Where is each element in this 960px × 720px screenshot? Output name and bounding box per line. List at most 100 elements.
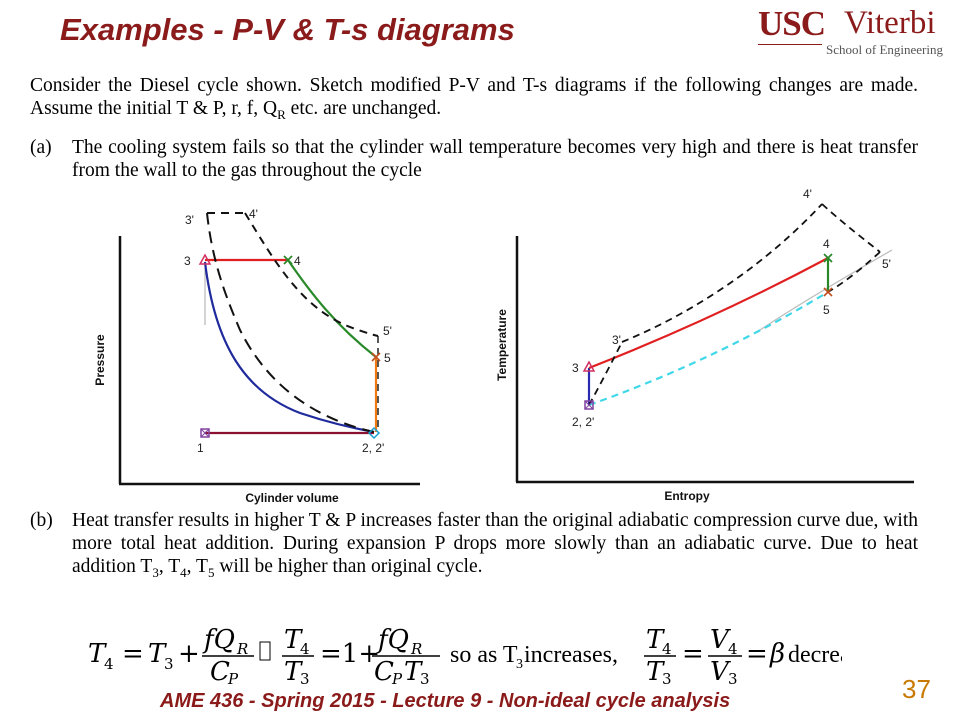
ts-marker-5: [823, 287, 833, 297]
svg-text:so as T: so as T: [450, 642, 518, 668]
svg-text:T: T: [284, 625, 303, 655]
intro-paragraph: Consider the Diesel cycle shown. Sketch …: [30, 74, 918, 126]
ts-diagram: Temperature Entropy 4' 4 5' 5 3' 3 2, 2': [495, 187, 914, 503]
svg-text:decreases: decreases: [788, 642, 842, 668]
logo-viterbi-text: Viterbi: [844, 5, 936, 41]
svg-text:3: 3: [300, 670, 310, 684]
ts-heat-addition-curve: [588, 257, 829, 370]
svg-text:increases,: increases,: [524, 642, 618, 668]
svg-text:=1+: =1+: [320, 639, 380, 669]
pv-label-4: 4: [294, 254, 301, 268]
item-a-label: (a): [30, 137, 52, 158]
svg-text:4: 4: [300, 640, 310, 658]
usc-viterbi-logo: USC Viterbi School of Engineering: [758, 4, 954, 62]
svg-text:C: C: [374, 657, 394, 684]
ts-marker-4: [823, 253, 833, 263]
svg-text:R: R: [410, 640, 422, 658]
pv-label-5: 5: [384, 351, 391, 365]
pv-marker-3: [198, 253, 212, 265]
ts-modified-rejection: [827, 251, 881, 293]
intro-text-part2: etc. are unchanged.: [285, 98, 442, 119]
pv-label-2: 2, 2': [362, 441, 384, 455]
ts-guide-curve: [759, 249, 893, 331]
pv-modified-expansion: [244, 212, 379, 337]
svg-text:3: 3: [728, 670, 738, 684]
pv-expansion-curve: [287, 259, 377, 358]
ts-label-2: 2, 2': [572, 415, 594, 429]
slide-title: Examples - P-V & T-s diagrams: [60, 12, 515, 47]
item-a: (a) The cooling system fails so that the…: [30, 136, 918, 186]
svg-text:=: =: [122, 639, 144, 669]
ts-label-5prime: 5': [882, 257, 891, 271]
pv-y-axis-label: Pressure: [93, 334, 107, 386]
ts-modified-heat-addition: [621, 203, 823, 343]
item-b-label: (b): [30, 510, 53, 531]
svg-text:T: T: [284, 657, 303, 684]
svg-text:=: =: [746, 639, 768, 669]
ts-marker-3: [582, 360, 596, 372]
pv-modified-compression: [206, 212, 375, 433]
logo-school-text: School of Engineering: [826, 42, 943, 57]
svg-text:V: V: [710, 625, 731, 655]
pv-diagram: Pressure Cylinder volume 3' 4' 3 4 5' 5 …: [93, 207, 420, 505]
pv-marker-4: [283, 255, 293, 265]
pv-label-1: 1: [197, 441, 204, 455]
svg-text:C: C: [210, 657, 230, 684]
ts-y-axis-label: Temperature: [495, 309, 509, 381]
svg-text:T: T: [148, 639, 167, 669]
svg-text:T: T: [646, 657, 665, 684]
item-b-text: Heat transfer results in higher T & P in…: [72, 510, 918, 580]
svg-text:T: T: [646, 625, 665, 655]
svg-text:3: 3: [164, 655, 174, 673]
svg-text:P: P: [227, 670, 239, 684]
item-a-text: The cooling system fails so that the cyl…: [72, 137, 918, 181]
pv-marker-5: [371, 352, 381, 362]
svg-text:=: =: [682, 639, 704, 669]
svg-text:+: +: [178, 639, 200, 669]
ts-modified-compression: [588, 341, 623, 406]
ts-modified-expansion: [821, 203, 881, 253]
pv-x-axis-label: Cylinder volume: [245, 491, 339, 505]
pv-label-5prime: 5': [383, 324, 392, 338]
pv-compression-curve: [203, 261, 375, 434]
pv-marker-1: [200, 428, 210, 438]
ts-label-4: 4: [823, 237, 830, 251]
svg-text:3: 3: [662, 670, 672, 684]
logo-usc-text: USC: [758, 4, 826, 43]
page-number: 37: [902, 674, 931, 704]
equation-box-glyph: [259, 641, 271, 661]
ts-label-4prime: 4': [803, 187, 812, 201]
svg-text:fQ: fQ: [202, 625, 235, 655]
item-b: (b) Heat transfer results in higher T & …: [30, 509, 918, 609]
svg-text:4: 4: [104, 655, 114, 673]
ts-marker-2-cross: [584, 400, 594, 410]
ts-label-3prime: 3': [612, 333, 621, 347]
footer-text: AME 436 - Spring 2015 - Lecture 9 - Non-…: [160, 690, 731, 712]
pv-label-3: 3: [184, 254, 191, 268]
svg-text:T: T: [404, 657, 423, 684]
pv-label-4prime: 4': [249, 207, 258, 221]
svg-text:T: T: [88, 639, 107, 669]
ts-label-3: 3: [572, 361, 579, 375]
intro-text-part1: Consider the Diesel cycle shown. Sketch …: [30, 75, 918, 119]
svg-text:3: 3: [516, 657, 523, 672]
svg-text:4: 4: [728, 640, 738, 658]
svg-text:4: 4: [662, 640, 672, 658]
logo-rule: [758, 44, 822, 45]
svg-text:V: V: [710, 657, 731, 684]
pv-marker-1-cross: [200, 428, 210, 438]
ts-x-axis-label: Entropy: [664, 489, 710, 503]
svg-text:β: β: [769, 639, 785, 669]
equation: T 4 = T 3 + fQ R C P T 4 T 3 =1+ fQ R C …: [88, 625, 842, 684]
pv-label-3prime: 3': [185, 213, 194, 227]
svg-text:fQ: fQ: [376, 625, 409, 655]
ts-marker-2: [584, 400, 594, 410]
svg-text:3: 3: [420, 670, 430, 684]
svg-text:P: P: [391, 670, 403, 684]
svg-text:R: R: [236, 640, 248, 658]
ts-heat-rejection-curve: [588, 291, 829, 407]
intro-subscript: R: [277, 106, 286, 122]
pv-marker-2: [367, 426, 381, 440]
ts-label-5: 5: [823, 303, 830, 317]
